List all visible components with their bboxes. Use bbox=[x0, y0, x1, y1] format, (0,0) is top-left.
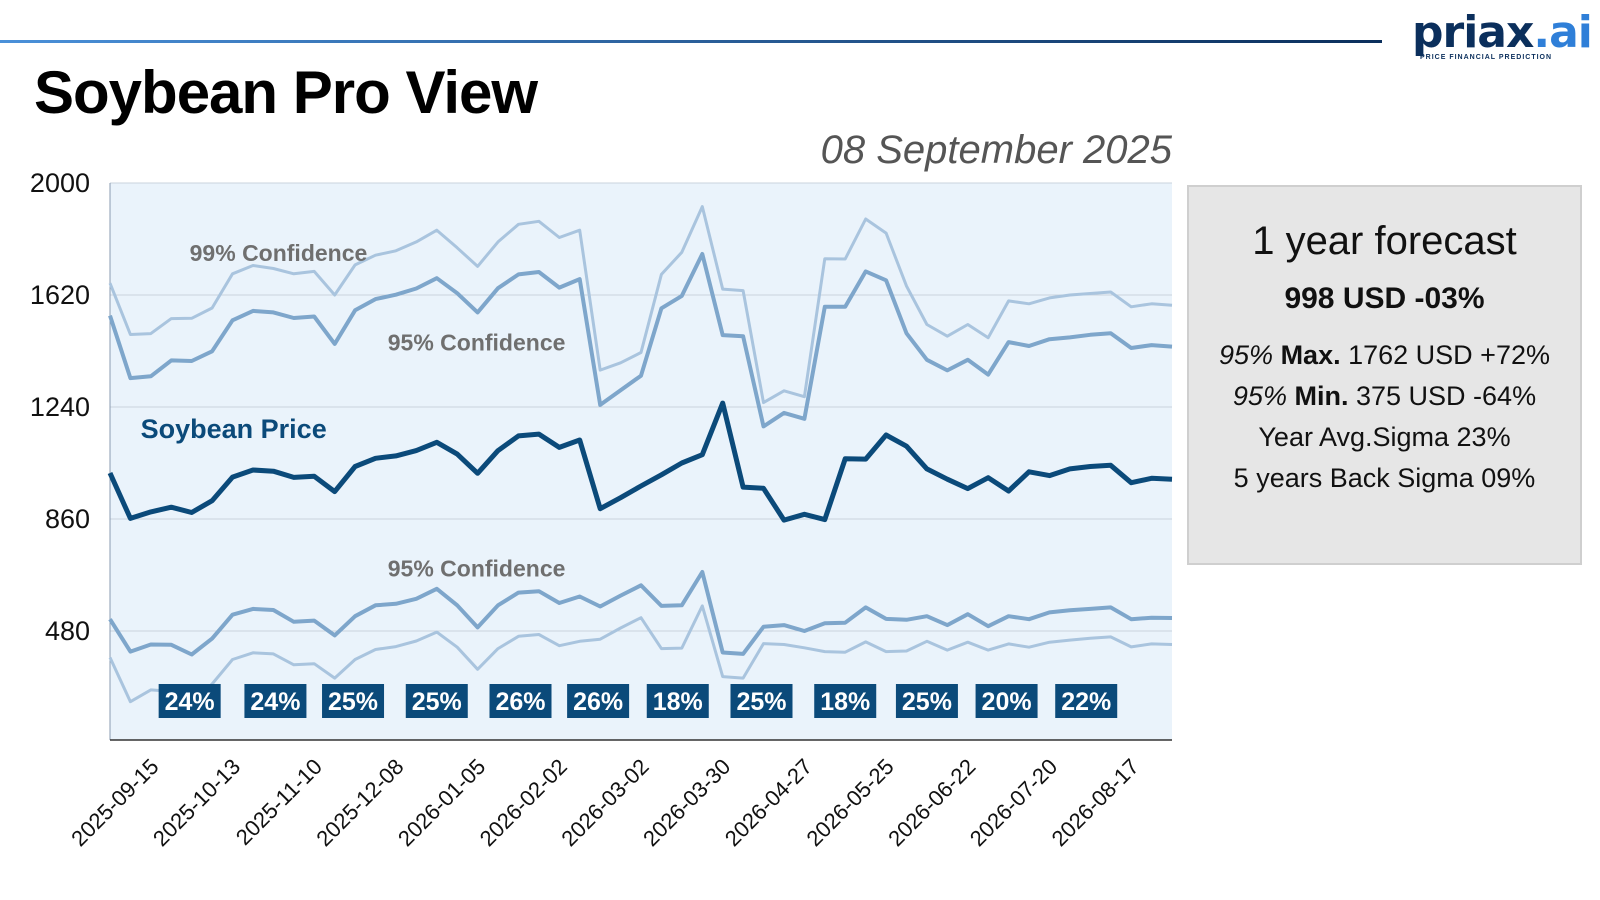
sigma-badge-label: 24% bbox=[165, 688, 215, 716]
report-date: 08 September 2025 bbox=[820, 128, 1172, 172]
x-tick-label: 2025-09-15 bbox=[66, 754, 163, 851]
x-tick-label: 2026-07-20 bbox=[965, 754, 1062, 851]
priax-logo: priax.ai PRICE FINANCIAL PREDICTION bbox=[1412, 7, 1593, 70]
forecast-min-label: Min. bbox=[1294, 381, 1349, 411]
sigma-badge-label: 26% bbox=[495, 688, 545, 716]
forecast-avg-sigma: Year Avg.Sigma 23% bbox=[1258, 422, 1511, 452]
sigma-badge-label: 25% bbox=[902, 688, 952, 716]
y-tick-label: 860 bbox=[45, 504, 90, 534]
sigma-badge bbox=[489, 684, 552, 718]
sigma-badge bbox=[567, 684, 630, 718]
sigma-badge bbox=[895, 684, 958, 718]
sigma-badge bbox=[1055, 684, 1118, 718]
x-tick-label: 2026-02-02 bbox=[475, 754, 572, 851]
logo-dot-ai: .ai bbox=[1533, 7, 1592, 58]
sigma-badge-label: 24% bbox=[250, 688, 300, 716]
x-tick-label: 2026-04-27 bbox=[720, 754, 817, 851]
sigma-badge-label: 26% bbox=[573, 688, 623, 716]
sigma-badge-label: 22% bbox=[1061, 688, 1111, 716]
confidence-label: 95% Confidence bbox=[388, 555, 566, 581]
sigma-badge-label: 25% bbox=[412, 688, 462, 716]
forecast-min: 95% Min. 375 USD -64% bbox=[1189, 381, 1580, 412]
x-tick-label: 2026-03-30 bbox=[638, 754, 735, 851]
forecast-max: 95% Max. 1762 USD +72% bbox=[1189, 340, 1580, 371]
series-line-conf95 bbox=[108, 570, 1173, 657]
confidence-label: 99% Confidence bbox=[190, 240, 368, 266]
x-tick-label: 2025-10-13 bbox=[148, 754, 245, 851]
sigma-badge bbox=[975, 684, 1038, 718]
sigma-badge-label: 20% bbox=[982, 688, 1032, 716]
y-tick-label: 480 bbox=[45, 616, 90, 646]
x-tick-label: 2026-08-17 bbox=[1047, 754, 1144, 851]
y-tick-label: 2000 bbox=[30, 170, 90, 198]
logo-tagline: PRICE FINANCIAL PREDICTION bbox=[1420, 54, 1553, 61]
sigma-badge bbox=[322, 684, 385, 718]
forecast-min-value: 375 USD -64% bbox=[1355, 381, 1537, 411]
forecast-main-value: 998 USD -03% bbox=[1284, 282, 1485, 315]
forecast-panel: 1 year forecast 998 USD -03% 95% Max. 17… bbox=[1187, 185, 1582, 565]
series-line-conf99 bbox=[108, 604, 1173, 706]
x-tick-label: 2026-01-05 bbox=[393, 754, 490, 851]
forecast-min-prefix: 95% bbox=[1232, 381, 1287, 411]
page-title: Soybean Pro View bbox=[34, 59, 538, 126]
x-tick-label: 2026-05-25 bbox=[802, 754, 899, 851]
price-forecast-chart: 480 860 1240 1620 2000 99% Confidence 95% Conf… bbox=[30, 170, 1173, 851]
sigma-badge bbox=[405, 684, 468, 718]
forecast-max-value: 1762 USD +72% bbox=[1348, 340, 1550, 370]
sigma-badge bbox=[814, 684, 877, 718]
x-tick-label: 2025-12-08 bbox=[311, 754, 408, 851]
logo-main: priax bbox=[1412, 7, 1534, 58]
sigma-badge-label: 18% bbox=[820, 688, 870, 716]
series-line-conf99 bbox=[108, 205, 1173, 405]
sigma-badge bbox=[244, 684, 307, 718]
price-series-label: Soybean Price bbox=[141, 414, 327, 444]
forecast-max-prefix: 95% bbox=[1219, 340, 1274, 370]
sigma-badge-label: 25% bbox=[736, 688, 786, 716]
sigma-badge bbox=[646, 684, 709, 718]
series-line-conf95 bbox=[108, 252, 1173, 429]
x-tick-label: 2026-06-22 bbox=[883, 754, 980, 851]
header-rule bbox=[0, 40, 1382, 43]
y-tick-label: 1620 bbox=[30, 280, 90, 310]
sigma-badge bbox=[730, 684, 793, 718]
confidence-label: 95% Confidence bbox=[388, 329, 566, 355]
sigma-badge-label: 25% bbox=[328, 688, 378, 716]
logo-wordmark: priax.ai bbox=[1412, 7, 1593, 58]
y-tick-label: 1240 bbox=[30, 392, 90, 422]
x-tick-label: 2026-03-02 bbox=[556, 754, 653, 851]
series-line-price bbox=[107, 400, 1173, 523]
sigma-badge bbox=[158, 684, 221, 718]
forecast-back-sigma: 5 years Back Sigma 09% bbox=[1233, 463, 1536, 493]
forecast-title: 1 year forecast bbox=[1252, 219, 1517, 263]
sigma-badge-label: 18% bbox=[653, 688, 703, 716]
forecast-max-label: Max. bbox=[1280, 340, 1341, 370]
